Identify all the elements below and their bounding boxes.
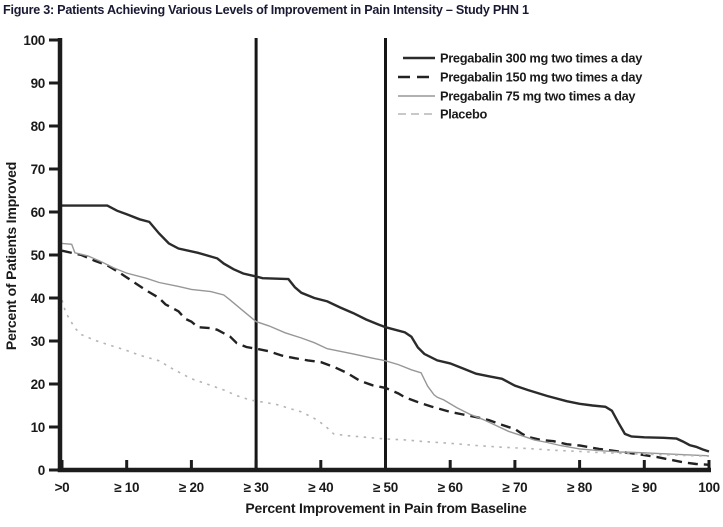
y-tick-label-100: 100 [23,33,45,48]
legend-label-placebo: Placebo [440,107,487,122]
y-tick-label-20: 20 [31,377,45,392]
series-line-3 [61,299,710,457]
y-tick-label-0: 0 [38,463,45,478]
figure-title: Figure 3: Patients Achieving Various Lev… [3,3,529,17]
y-tick-label-40: 40 [31,291,45,306]
y-tick-label-70: 70 [31,162,45,177]
x-tick-label-0: >0 [55,480,70,495]
x-tick-label-10: ≥ 10 [114,480,139,495]
reference-lines [254,38,387,469]
x-tick-label-50: ≥ 50 [373,480,398,495]
x-axis-title: Percent Improvement in Pain from Baselin… [245,500,527,516]
series-lines [61,204,710,466]
x-tick-label-90: ≥ 90 [632,480,657,495]
legend-label-pregabalin-150: Pregabalin 150 mg two times a day [440,70,643,85]
x-tick-label-70: ≥ 70 [502,480,527,495]
x-tick-label-20: ≥ 20 [179,480,204,495]
legend: Pregabalin 300 mg two times a day Pregab… [398,51,644,122]
axes [49,38,711,473]
y-tick-label-60: 60 [31,205,45,220]
y-tick-label-50: 50 [31,248,45,263]
y-tick-label-90: 90 [31,76,45,91]
x-tick-label-40: ≥ 40 [308,480,333,495]
y-axis-title: Percent of Patients Improved [3,162,19,350]
series-line-1 [61,249,710,466]
x-tick-label-30: ≥ 30 [244,480,269,495]
x-tick-label-80: ≥ 80 [567,480,592,495]
y-tick-label-30: 30 [31,334,45,349]
x-tick-label-60: ≥ 60 [438,480,463,495]
series-line-2 [61,242,710,457]
legend-label-pregabalin-300: Pregabalin 300 mg two times a day [440,51,643,66]
tick-labels: >0 ≥ 10 ≥ 20 ≥ 30 ≥ 40 ≥ 50 ≥ 60 ≥ 70 ≥ 80 ≥ 90 10… [23,33,720,495]
series-line-0 [62,204,710,453]
x-tick-label-100: 100 [698,480,720,495]
y-tick-label-80: 80 [31,119,45,134]
y-tick-label-10: 10 [31,420,45,435]
legend-label-pregabalin-75: Pregabalin 75 mg two times a day [440,89,636,104]
